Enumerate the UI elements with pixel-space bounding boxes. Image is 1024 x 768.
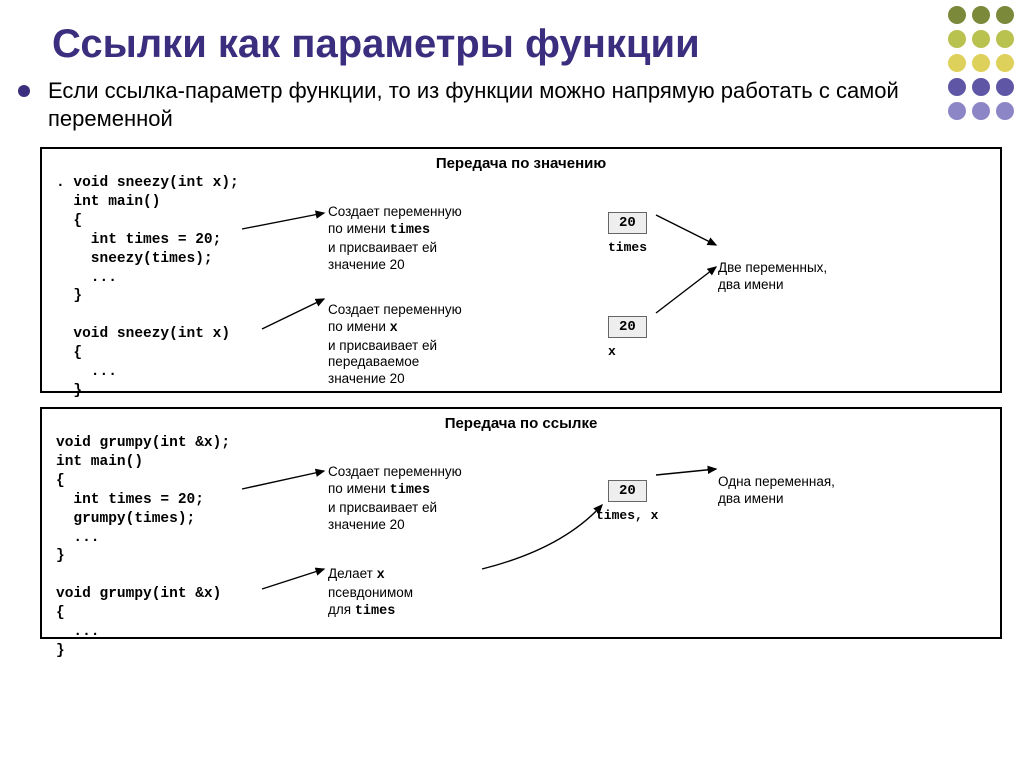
decor-dot <box>996 6 1014 24</box>
decor-dot <box>948 78 966 96</box>
p1m1l2: по имени times <box>328 221 568 240</box>
p1m2l3: и присваивает ей <box>328 338 568 355</box>
panel-by-reference: Передача по ссылке void grumpy(int &x); … <box>40 407 1002 639</box>
decor-dot <box>972 6 990 24</box>
decor-dot <box>948 54 966 72</box>
p1-right-text: Две переменных, два имени <box>718 260 827 294</box>
p2m1l2: по имени times <box>328 481 568 500</box>
decor-dot <box>972 30 990 48</box>
p1m2l5: значение 20 <box>328 371 568 388</box>
p1-box2: 20 <box>608 316 647 338</box>
p2m2l3a: для <box>328 602 355 617</box>
decor-dot <box>948 102 966 120</box>
p1-box2-val: 20 <box>619 319 636 335</box>
decor-dot <box>972 54 990 72</box>
p1m1l2b: times <box>390 223 431 238</box>
p1rl1: Две переменных, <box>718 260 827 277</box>
p2m1l2a: по имени <box>328 481 390 496</box>
p2-box-val: 20 <box>619 483 636 499</box>
decor-dot <box>996 30 1014 48</box>
p2-right-text: Одна переменная, два имени <box>718 474 835 508</box>
p1m2l4: передаваемое <box>328 354 568 371</box>
p1-box1-val: 20 <box>619 215 636 231</box>
p1-box1-cap: times <box>608 240 647 255</box>
panel2-rightcol: 20 times, x Одна переменная, два имени <box>568 434 994 660</box>
subtitle-text: Если ссылка-параметр функции, то из функ… <box>48 77 914 133</box>
panel1-mid1: Создает переменную по имени times и прис… <box>328 204 568 274</box>
decor-dot <box>996 102 1014 120</box>
decor-dot <box>972 78 990 96</box>
p1m1l3: и присваивает ей <box>328 240 568 257</box>
decor-dot <box>996 78 1014 96</box>
p2rl1: Одна переменная, <box>718 474 835 491</box>
decor-dots <box>948 6 1016 122</box>
p2m2l1a: Делает <box>328 566 377 581</box>
p2m1l3: и присваивает ей <box>328 500 568 517</box>
p2m1l4: значение 20 <box>328 517 568 534</box>
panel2-code: void grumpy(int &x); int main() { int ti… <box>48 434 328 660</box>
decor-dot <box>948 30 966 48</box>
p1m2l1: Создает переменную <box>328 302 568 319</box>
p1m1l4: значение 20 <box>328 257 568 274</box>
panel2-title: Передача по ссылке <box>48 415 994 432</box>
p2m2l2: псевдонимом <box>328 585 568 602</box>
panel1-mid2: Создает переменную по имени x и присваив… <box>328 302 568 388</box>
p1-box1: 20 <box>608 212 647 234</box>
decor-dot <box>948 6 966 24</box>
p1rl2: два имени <box>718 277 827 294</box>
p2m1l1: Создает переменную <box>328 464 568 481</box>
p1m1l1: Создает переменную <box>328 204 568 221</box>
p1-box2-cap: x <box>608 344 616 359</box>
panel1-rightcol: 20 times 20 x Две переменных, два имени <box>568 174 994 416</box>
decor-dot <box>972 102 990 120</box>
panel-by-value: Передача по значению . void sneezy(int x… <box>40 147 1002 393</box>
decor-dot <box>996 54 1014 72</box>
p2m2l1b: x <box>377 568 385 583</box>
p1m1l2a: по имени <box>328 221 390 236</box>
bullet-icon <box>18 85 30 97</box>
panel1-midcol: Создает переменную по имени times и прис… <box>328 174 568 416</box>
subtitle-row: Если ссылка-параметр функции, то из функ… <box>0 77 1024 133</box>
panel1-code: . void sneezy(int x); int main() { int t… <box>48 174 328 416</box>
p2-box-cap: times, x <box>596 508 658 523</box>
p2m2l3: для times <box>328 602 568 621</box>
p2m2l1: Делает x <box>328 566 568 585</box>
panel2-mid1: Создает переменную по имени times и прис… <box>328 464 568 534</box>
p2rl2: два имени <box>718 491 835 508</box>
p1m2l2a: по имени <box>328 319 390 334</box>
p1m2l2b: x <box>390 321 398 336</box>
p2m2l3b: times <box>355 604 396 619</box>
panel1-title: Передача по значению <box>48 155 994 172</box>
slide-title: Ссылки как параметры функции <box>0 0 1024 77</box>
p2m1l2b: times <box>390 483 431 498</box>
p2-box: 20 <box>608 480 647 502</box>
panel2-mid2: Делает x псевдонимом для times <box>328 566 568 621</box>
panel2-midcol: Создает переменную по имени times и прис… <box>328 434 568 660</box>
p1m2l2: по имени x <box>328 319 568 338</box>
